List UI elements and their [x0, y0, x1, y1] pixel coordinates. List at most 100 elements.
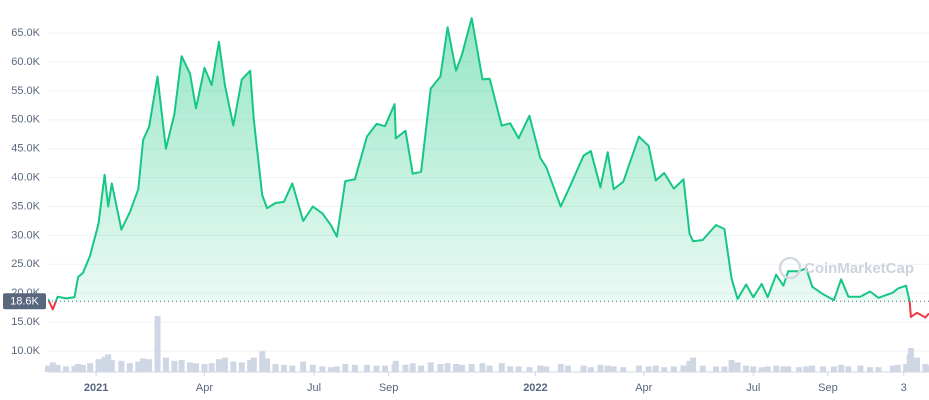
volume-bar: [580, 365, 587, 372]
volume-bar: [221, 357, 228, 372]
x-tick-label: Jul: [746, 382, 760, 394]
volume-bar: [922, 364, 929, 372]
reference-label: 18.6K: [10, 296, 39, 308]
volume-bar: [587, 367, 594, 372]
volume-bar: [686, 360, 693, 372]
volume-bar: [459, 364, 466, 372]
volume-bar: [845, 366, 852, 372]
volume-bar: [250, 357, 257, 372]
volume-bar: [215, 359, 222, 372]
volume-bar: [264, 358, 271, 372]
volume-bar: [319, 366, 326, 372]
volume-bar: [309, 364, 316, 372]
volume-bar: [728, 360, 735, 372]
x-tick-label: 2022: [523, 382, 547, 394]
y-tick-label: 50.0K: [11, 114, 40, 126]
volume-bar: [95, 359, 102, 372]
volume-bar: [875, 367, 882, 372]
volume-bar: [171, 360, 178, 372]
x-tick-label: Apr: [196, 382, 213, 394]
volume-bar: [118, 360, 125, 372]
x-tick-label: Jul: [307, 382, 321, 394]
volume-bar: [333, 366, 340, 372]
volume-bar: [201, 364, 208, 372]
watermark-text: CoinMarketCap: [804, 260, 914, 277]
volume-bar: [926, 365, 929, 372]
volume-bar: [780, 366, 787, 372]
volume-bar: [468, 364, 475, 372]
volume-bar: [230, 361, 237, 372]
volume-bar: [187, 362, 194, 372]
volume-bar: [437, 364, 444, 372]
y-tick-label: 60.0K: [11, 56, 40, 68]
y-tick-label: 45.0K: [11, 143, 40, 155]
y-tick-label: 10.0K: [11, 345, 40, 357]
volume-bar: [903, 364, 910, 372]
volume-bar: [773, 365, 780, 372]
volume-bar: [820, 366, 827, 372]
volume-bar: [743, 365, 750, 372]
y-tick-label: 15.0K: [11, 316, 40, 328]
volume-bar: [427, 362, 434, 372]
volume-bar: [154, 316, 161, 372]
y-tick-label: 65.0K: [11, 27, 40, 39]
volume-bar: [87, 363, 94, 372]
volume-bar: [135, 361, 142, 372]
volume-bar: [498, 363, 505, 372]
volume-bar: [108, 360, 115, 372]
volume-bar: [363, 364, 370, 372]
y-tick-label: 30.0K: [11, 229, 40, 241]
volume-bar: [785, 366, 792, 372]
volume-bar: [193, 363, 200, 372]
volume-bar: [45, 365, 51, 372]
volume-bar: [699, 365, 706, 372]
volume-bar: [620, 367, 627, 372]
volume-bar: [670, 366, 677, 372]
x-tick-label: Sep: [379, 382, 399, 394]
x-tick-label: Apr: [635, 382, 652, 394]
volume-bar: [392, 360, 399, 372]
volume-bar: [373, 365, 380, 372]
volume-bar: [515, 366, 522, 372]
volume-bar: [289, 365, 296, 372]
volume-bar: [526, 367, 533, 372]
volume-bar: [140, 358, 147, 372]
reference-label-box: [3, 293, 46, 310]
volume-bar: [146, 359, 153, 372]
volume-bar: [178, 360, 185, 372]
price-line: [48, 17, 911, 302]
volume-bar: [721, 366, 728, 372]
volume-bar: [764, 366, 771, 372]
y-tick-label: 25.0K: [11, 258, 40, 270]
volume-bar: [507, 366, 514, 372]
volume-bar: [680, 365, 687, 372]
volume-bar: [105, 354, 112, 372]
volume-bar: [635, 365, 642, 372]
volume-bar: [907, 348, 914, 372]
volume-bar: [661, 367, 668, 372]
volume-bar: [381, 365, 388, 372]
volume-bar: [652, 365, 659, 372]
volume-bar: [259, 351, 266, 372]
volume-bar: [712, 366, 719, 372]
volume-bar: [543, 366, 550, 372]
volume-bar: [796, 367, 803, 372]
volume-bar: [913, 357, 920, 372]
volume-bar: [453, 364, 460, 372]
volume-bar: [867, 367, 874, 372]
y-tick-label: 55.0K: [11, 85, 40, 97]
volume-bar: [830, 366, 837, 372]
volume-bar: [838, 364, 845, 372]
price-area: [48, 18, 910, 302]
volume-bar: [894, 364, 901, 372]
volume-bar: [409, 363, 416, 372]
volume-bar: [54, 364, 61, 372]
volume-bar: [809, 365, 816, 372]
volume-bar: [351, 364, 358, 372]
volume-bar: [889, 365, 896, 372]
volume-bar: [126, 363, 133, 372]
volume-bar: [750, 366, 757, 372]
volume-bar: [597, 364, 604, 372]
volume-bar: [342, 364, 349, 372]
